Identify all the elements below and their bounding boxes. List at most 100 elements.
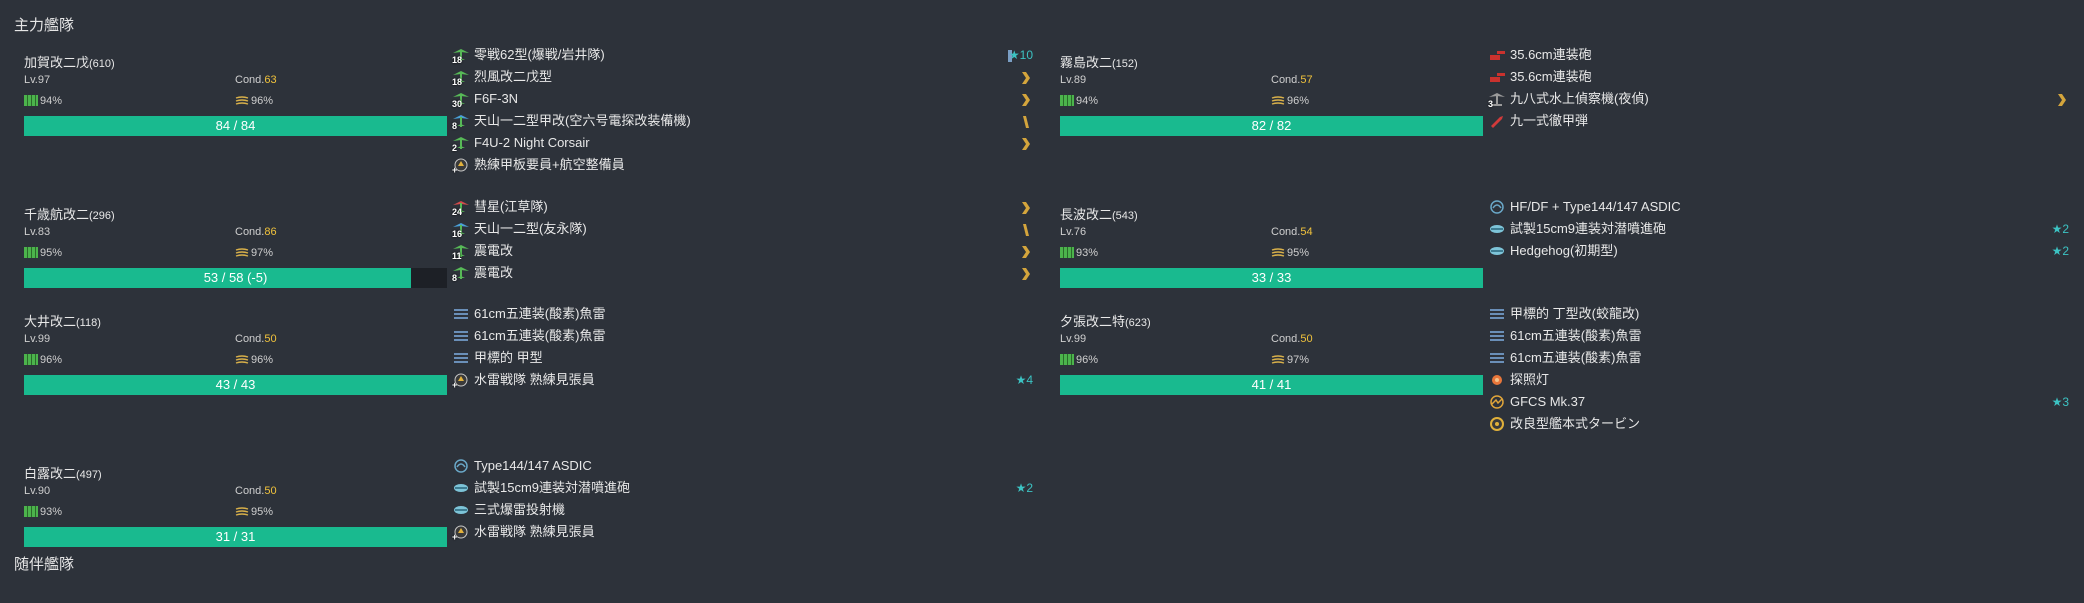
equipment-slot[interactable]: 甲標的 丁型改(蛟龍改) bbox=[1488, 303, 2073, 325]
hp-bar: 84 / 84 bbox=[24, 116, 447, 136]
ammo-icon bbox=[1271, 354, 1285, 365]
torpedo-icon bbox=[452, 350, 470, 366]
equipment-slot[interactable]: 18 零戦62型(爆戦/岩井隊) ★10 bbox=[452, 44, 1037, 66]
aircraft-count: 3 bbox=[1488, 99, 1494, 109]
equipment-name: 零戦62型(爆戦/岩井隊) bbox=[474, 47, 605, 62]
depth-charge-icon bbox=[1488, 243, 1506, 259]
equipment-slot[interactable]: + 熟練甲板要員+航空整備員 bbox=[452, 154, 1037, 176]
prof-bar-icon bbox=[1005, 48, 1015, 70]
ammo-level: 96% bbox=[235, 354, 273, 366]
ammo-level: 95% bbox=[1271, 247, 1309, 259]
equipment-name: GFCS Mk.37 bbox=[1510, 394, 1586, 409]
equipment-name: 甲標的 丁型改(蛟龍改) bbox=[1510, 306, 1640, 321]
ammo-level: 97% bbox=[1271, 354, 1309, 366]
equipment-slot[interactable]: 試製15cm9連装対潜噴進砲 ★2 bbox=[452, 477, 1037, 499]
ammo-icon bbox=[235, 95, 249, 106]
fuel-level: 95% bbox=[24, 247, 62, 259]
hp-fill bbox=[24, 116, 447, 136]
ship-name[interactable]: 夕張改二特(623) bbox=[1060, 314, 1151, 329]
equipment-name: 改良型艦本式タービン bbox=[1510, 416, 1641, 431]
equipment-slot[interactable]: 30 F6F-3N bbox=[452, 88, 1037, 110]
ship-level: Lv.97 bbox=[24, 74, 51, 86]
ship-card: 夕張改二特(623) Lv.99 Cond.50 96% 97% 41 / 41 甲標的 丁… bbox=[1050, 301, 2080, 451]
ship-id: (610) bbox=[89, 58, 115, 70]
ship-name[interactable]: 白露改二(497) bbox=[24, 466, 102, 481]
equipment-slot[interactable]: 24 彗星(江草隊) bbox=[452, 196, 1037, 218]
torpedo-bomber-icon: 8 bbox=[452, 113, 470, 131]
hp-text: 33 / 33 bbox=[1251, 270, 1292, 285]
ship-id: (118) bbox=[76, 317, 101, 329]
ammo-level: 96% bbox=[235, 95, 273, 107]
equipment-name: 九八式水上偵察機(夜偵) bbox=[1510, 91, 1649, 106]
aircraft-count: 24 bbox=[452, 207, 463, 217]
equipment-slot[interactable]: 甲標的 甲型 bbox=[452, 347, 1037, 369]
equipment-list: 35.6cm連装砲 35.6cm連装砲 3 九八式水上偵察機(夜偵) 九一式徹甲弾 bbox=[1488, 44, 2073, 132]
equipment-name: HF/DF + Type144/147 ASDIC bbox=[1510, 199, 1681, 214]
equipment-slot[interactable]: 探照灯 bbox=[1488, 369, 2073, 391]
aircraft-count: 30 bbox=[452, 99, 463, 109]
equipment-name: Type144/147 ASDIC bbox=[474, 458, 592, 473]
sonar-icon bbox=[452, 458, 470, 474]
prof-chevron-icon bbox=[1021, 244, 1031, 266]
hp-bar: 33 / 33 bbox=[1060, 268, 1483, 288]
equipment-slot[interactable]: 61cm五連装(酸素)魚雷 bbox=[1488, 347, 2073, 369]
equipment-slot[interactable]: 18 烈風改二戊型 bbox=[452, 66, 1037, 88]
equipment-slot[interactable]: 11 震電改 bbox=[452, 240, 1037, 262]
equipment-slot[interactable]: 2 F4U-2 Night Corsair bbox=[452, 132, 1037, 154]
equipment-slot[interactable]: GFCS Mk.37 ★3 bbox=[1488, 391, 2073, 413]
improvement-level: ★10 bbox=[1008, 48, 1033, 62]
hp-text: 43 / 43 bbox=[215, 377, 256, 392]
equipment-slot[interactable]: + 水雷戦隊 熟練見張員 bbox=[452, 521, 1037, 543]
equipment-name: 九一式徹甲弾 bbox=[1510, 113, 1589, 128]
ship-condition: Cond.63 bbox=[235, 74, 277, 86]
equipment-slot[interactable]: 61cm五連装(酸素)魚雷 bbox=[1488, 325, 2073, 347]
torpedo-icon bbox=[452, 328, 470, 344]
main-fleet-title: 主力艦隊 bbox=[14, 17, 75, 34]
equipment-slot[interactable]: Hedgehog(初期型) ★2 bbox=[1488, 240, 2073, 262]
equipment-name: 烈風改二戊型 bbox=[474, 69, 553, 84]
equipment-slot[interactable]: 16 天山一二型(友永隊) bbox=[452, 218, 1037, 240]
torpedo-icon bbox=[1488, 350, 1506, 366]
aircraft-count: + bbox=[452, 165, 458, 175]
torpedo-icon bbox=[1488, 328, 1506, 344]
equipment-slot[interactable]: 3 九八式水上偵察機(夜偵) bbox=[1488, 88, 2073, 110]
personnel-icon: + bbox=[452, 524, 470, 542]
equipment-name: 甲標的 甲型 bbox=[474, 350, 543, 365]
equipment-slot[interactable]: 試製15cm9連装対潜噴進砲 ★2 bbox=[1488, 218, 2073, 240]
ship-card: 霧島改二(152) Lv.89 Cond.57 94% 96% 82 / 82 35.6cm… bbox=[1050, 42, 2080, 192]
equipment-slot[interactable]: Type144/147 ASDIC bbox=[452, 455, 1037, 477]
equipment-slot[interactable]: 改良型艦本式タービン bbox=[1488, 413, 2073, 435]
equipment-slot[interactable]: + 水雷戦隊 熟練見張員 ★4 bbox=[452, 369, 1037, 391]
depth-charge-icon bbox=[452, 480, 470, 496]
ship-name[interactable]: 霧島改二(152) bbox=[1060, 55, 1138, 70]
condition-value: 63 bbox=[264, 74, 277, 86]
equipment-slot[interactable]: 8 震電改 bbox=[452, 262, 1037, 284]
equipment-slot[interactable]: HF/DF + Type144/147 ASDIC bbox=[1488, 196, 2073, 218]
equipment-slot[interactable]: 九一式徹甲弾 bbox=[1488, 110, 2073, 132]
equipment-slot[interactable]: 8 天山一二型甲改(空六号電探改装備機) bbox=[452, 110, 1037, 132]
equipment-slot[interactable]: 35.6cm連装砲 bbox=[1488, 66, 2073, 88]
sonar-icon bbox=[1488, 199, 1506, 215]
ship-name[interactable]: 大井改二(118) bbox=[24, 314, 101, 329]
prof-chevron-icon bbox=[1021, 92, 1031, 114]
aircraft-count: 11 bbox=[452, 251, 462, 261]
aircraft-count: 8 bbox=[452, 273, 458, 283]
hp-bar: 53 / 58 (-5) bbox=[24, 268, 447, 288]
equipment-slot[interactable]: 61cm五連装(酸素)魚雷 bbox=[452, 325, 1037, 347]
prof-slash-icon bbox=[1021, 222, 1031, 244]
hp-text: 84 / 84 bbox=[215, 118, 256, 133]
fuel-level: 94% bbox=[24, 95, 62, 107]
ship-name[interactable]: 加賀改二戊(610) bbox=[24, 55, 115, 70]
fuel-icon bbox=[24, 354, 38, 365]
ship-condition: Cond.50 bbox=[1271, 333, 1313, 345]
equipment-slot[interactable]: 61cm五連装(酸素)魚雷 bbox=[452, 303, 1037, 325]
ship-card: 長波改二(543) Lv.76 Cond.54 93% 95% 33 / 33 HF/DF … bbox=[1050, 194, 2080, 344]
fighter-icon: 2 bbox=[452, 135, 470, 153]
ammo-level: 96% bbox=[1271, 95, 1309, 107]
ammo-icon bbox=[235, 354, 249, 365]
equipment-slot[interactable]: 35.6cm連装砲 bbox=[1488, 44, 2073, 66]
equipment-slot[interactable]: 三式爆雷投射機 bbox=[452, 499, 1037, 521]
fire-control-icon bbox=[1488, 394, 1506, 410]
ship-name[interactable]: 千歳航改二(296) bbox=[24, 207, 115, 222]
ship-name[interactable]: 長波改二(543) bbox=[1060, 207, 1138, 222]
